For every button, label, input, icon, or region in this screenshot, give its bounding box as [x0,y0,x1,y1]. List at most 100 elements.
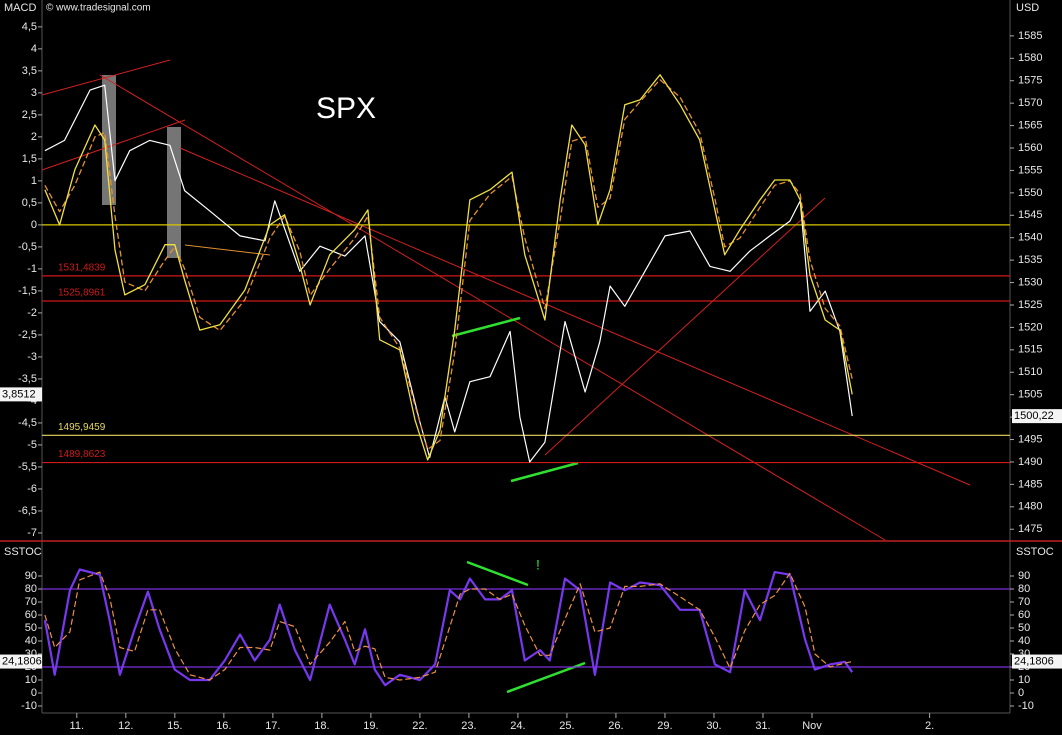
x-tick-label: 29. [657,720,672,732]
y-tick-label: 80 [1018,583,1030,595]
x-tick-label: 23. [461,720,476,732]
y-tick-label: 0 [31,219,37,231]
level-label: 1531,4839 [58,263,106,274]
trendline [179,147,971,486]
highlight-bar [102,75,116,205]
value-badge [0,654,42,669]
y-tick-label: -7 [27,527,37,539]
y2-tick-label: 1545 [1018,209,1042,221]
x-tick-label: 16. [216,720,231,732]
x-tick-label: 11. [70,720,84,732]
y-tick-label: -5,5 [18,461,37,473]
y-tick-label: -6 [27,483,37,495]
y2-tick-label: 1575 [1018,75,1042,87]
y2-tick-label: 1485 [1018,478,1042,490]
x-tick-label: 31. [755,720,770,732]
series-line [44,79,853,450]
x-tick-label: 26. [608,720,623,732]
y2-tick-label: 1535 [1018,254,1042,266]
x-tick-label: 18. [314,720,329,732]
y-tick-label: -5 [27,439,37,451]
value-badge-label: 3,8512 [2,388,36,400]
value-badge [0,387,42,402]
y-tick-label: 0 [31,687,37,699]
right-axis-label: USD [1016,2,1039,14]
y-tick-label: 1 [31,175,37,187]
y-tick-label: 90 [25,570,37,582]
y-tick-label: 50 [25,622,37,634]
symbol-label: SPX [316,92,376,125]
right-axis-label: SSTOC [1016,546,1054,558]
y-tick-label: 10 [25,674,37,686]
value-badge-label: 24,1806 [2,655,42,667]
y-tick-label: -2,5 [18,329,37,341]
y-tick-label: 60 [25,609,37,621]
y2-tick-label: 1555 [1018,164,1042,176]
value-badge [1012,409,1062,424]
y-tick-label: -0,5 [18,241,37,253]
divergence-line [451,316,521,338]
value-badge-label: 1500,22 [1014,410,1054,422]
y2-tick-label: 1525 [1018,299,1042,311]
divergence-line [510,461,579,483]
y-tick-label: 50 [1018,622,1030,634]
y-tick-label: -6,5 [18,505,37,517]
y2-tick-label: 1490 [1018,456,1042,468]
source: © www.tradesignal.com [46,3,151,14]
y-tick-label: 0 [1018,687,1024,699]
y-tick-label: 3,5 [22,65,37,77]
y-tick-label: -2 [27,307,37,319]
series-line [44,571,853,681]
y-tick-label: -3,5 [18,373,37,385]
y-tick-label: 80 [25,583,37,595]
trendline [184,244,271,256]
y-tick-label: 60 [1018,609,1030,621]
level-label: 1525,8961 [58,288,106,299]
y2-tick-label: 1495 [1018,433,1042,445]
x-tick-label: 24. [510,720,525,732]
y-tick-label: -3 [27,351,37,363]
series-line [43,568,854,687]
x-tick-label: 15. [167,720,182,732]
trendline [544,197,826,456]
x-tick-label: 17. [265,720,280,732]
x-tick-label: Nov [802,720,822,732]
y2-tick-label: 1540 [1018,232,1042,244]
y-tick-label: -1 [27,263,37,275]
y-tick-label: 70 [1018,596,1030,608]
y-tick-label: 0,5 [22,197,37,209]
y-tick-label: 2 [31,131,37,143]
highlight-bar [167,127,181,258]
y-tick-label: 40 [1018,635,1030,647]
left-axis-label: MACD [4,2,36,14]
annotation: ! [536,557,540,573]
y-tick-label: 40 [25,635,37,647]
y2-tick-label: 1510 [1018,366,1042,378]
x-tick-label: 12. [118,720,133,732]
y-tick-label: -10 [21,700,37,712]
x-tick-label: 22. [412,720,427,732]
y-tick-label: 1,5 [22,153,37,165]
y-tick-label: 10 [1018,674,1030,686]
y-tick-label: 2,5 [22,109,37,121]
y2-tick-label: 1565 [1018,119,1042,131]
y-tick-label: 90 [1018,570,1030,582]
y2-tick-label: 1520 [1018,321,1042,333]
x-tick-label: 25. [559,720,574,732]
y-tick-label: -1,5 [18,285,37,297]
series-line [44,74,853,461]
value-badge [1012,654,1062,669]
left-axis-label: SSTOC [4,546,42,558]
y-tick-label: 4,5 [22,21,37,33]
value-badge-label: 24,1806 [1014,655,1054,667]
x-tick-label: 19. [363,720,378,732]
y2-tick-label: 1515 [1018,344,1042,356]
y-tick-label: -4,5 [18,417,37,429]
y-tick-label: -10 [1018,700,1034,712]
series-line [44,84,853,463]
y2-tick-label: 1585 [1018,30,1042,42]
trendline [41,119,186,171]
y2-tick-label: 1580 [1018,52,1042,64]
divergence-line [506,661,586,694]
